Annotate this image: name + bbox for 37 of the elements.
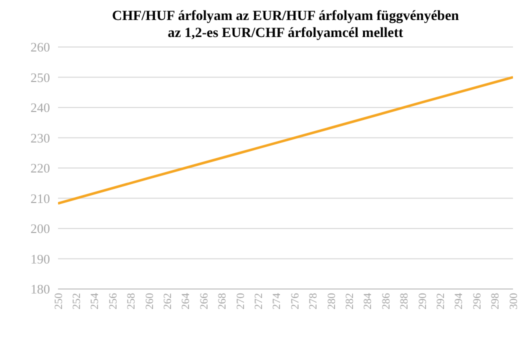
x-tick-label: 272 xyxy=(253,293,266,310)
x-tick-label: 286 xyxy=(380,292,392,310)
y-tick-label: 220 xyxy=(30,160,50,176)
y-tick-label: 180 xyxy=(30,282,50,297)
chart-title: CHF/HUF árfolyam az EUR/HUF árfolyam függvényében az 1,2-es EUR/CHF árfolyamcél mellett xyxy=(112,9,459,41)
x-tick-label: 258 xyxy=(126,292,138,310)
x-tick-label: 278 xyxy=(308,292,320,310)
x-tick-label: 252 xyxy=(71,293,84,310)
x-tick-label: 284 xyxy=(362,292,374,310)
x-tick-label: 268 xyxy=(216,292,229,310)
x-tick-label: 294 xyxy=(453,292,466,310)
x-tick-label: 256 xyxy=(107,292,120,310)
x-tick-label: 296 xyxy=(471,292,484,310)
x-tick-label: 276 xyxy=(289,292,302,310)
x-tick-label: 262 xyxy=(162,293,174,310)
x-tick-label: 282 xyxy=(344,293,356,310)
y-tick-label: 190 xyxy=(30,251,50,266)
y-tick-label: 200 xyxy=(30,221,50,236)
y-tick-label: 250 xyxy=(30,70,50,85)
line-series xyxy=(58,76,513,205)
x-tick-label: 280 xyxy=(326,292,338,310)
x-tick-label: 266 xyxy=(198,292,210,310)
x-tick-label: 298 xyxy=(490,292,502,310)
x-tick-label: 274 xyxy=(271,292,284,310)
x-tick-label: 288 xyxy=(398,292,411,310)
x-tick-label: 300 xyxy=(508,292,520,310)
x-tick-label: 254 xyxy=(89,292,102,310)
x-tick-label: 290 xyxy=(416,292,429,310)
y-tick-label: 240 xyxy=(30,100,50,116)
x-tick-label: 260 xyxy=(144,292,156,310)
y-tick-label: 260 xyxy=(30,40,50,55)
x-tick-label: 292 xyxy=(435,293,448,310)
x-tick-label: 250 xyxy=(52,292,65,310)
y-tick-label: 230 xyxy=(30,130,50,146)
y-tick-label: 210 xyxy=(30,190,50,206)
x-tick-label: 270 xyxy=(234,292,247,310)
x-tick-label: 264 xyxy=(180,292,192,310)
